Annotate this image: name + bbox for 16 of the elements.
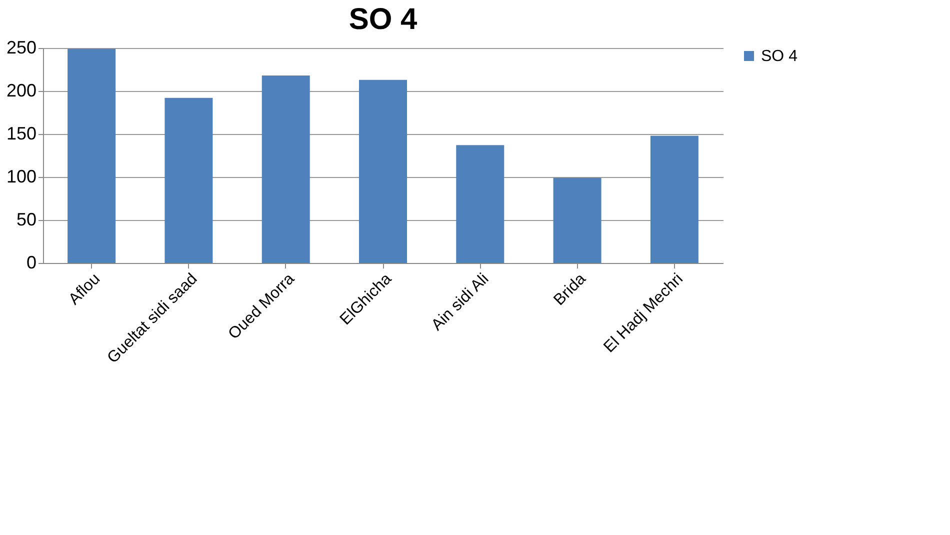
y-tick-label: 200 [6,80,36,100]
y-tick-label: 150 [6,124,36,144]
x-tick-label: Ain sidi Ali [428,270,492,334]
bar [553,178,602,263]
bar [164,98,213,263]
y-tick-label: 50 [16,210,36,230]
chart-title: SO 4 [348,3,418,36]
legend-label: SO 4 [761,48,798,65]
y-tick-label: 100 [6,166,36,186]
bar [68,48,116,263]
y-tick-label: 0 [26,252,36,272]
y-tick-label: 250 [6,38,36,58]
bar [456,145,504,263]
bar [359,80,407,263]
bar [262,76,310,263]
bar [650,136,698,263]
